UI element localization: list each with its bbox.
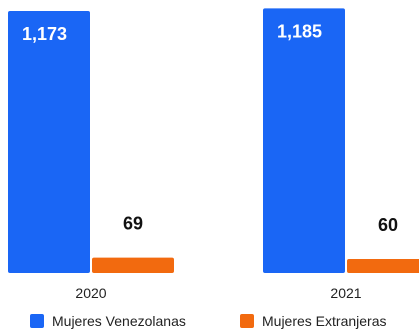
bar-mujeres-venezolanas-2020 bbox=[8, 11, 90, 274]
data-label-mujeres-extranjeras-2021: 60 bbox=[378, 215, 398, 235]
legend-label-mujeres-venezolanas: Mujeres Venezolanas bbox=[52, 313, 186, 329]
category-label-2020: 2020 bbox=[75, 285, 106, 301]
labels-layer: 1,173 69 2020 1,185 60 2021 bbox=[22, 21, 398, 301]
data-label-mujeres-extranjeras-2020: 69 bbox=[123, 214, 143, 234]
legend-swatch-mujeres-extranjeras bbox=[240, 314, 254, 328]
category-label-2021: 2021 bbox=[330, 285, 361, 301]
bar-mujeres-venezolanas-2021 bbox=[263, 8, 345, 273]
data-label-mujeres-venezolanas-2021: 1,185 bbox=[277, 21, 322, 41]
data-label-mujeres-venezolanas-2020: 1,173 bbox=[22, 24, 67, 44]
legend-swatch-mujeres-venezolanas bbox=[30, 314, 44, 328]
legend-label-mujeres-extranjeras: Mujeres Extranjeras bbox=[262, 313, 387, 329]
bar-mujeres-extranjeras-2021 bbox=[347, 259, 419, 273]
bar-mujeres-extranjeras-2020 bbox=[92, 257, 174, 273]
bars-layer bbox=[8, 8, 419, 274]
legend: Mujeres Venezolanas Mujeres Extranjeras bbox=[30, 313, 387, 329]
